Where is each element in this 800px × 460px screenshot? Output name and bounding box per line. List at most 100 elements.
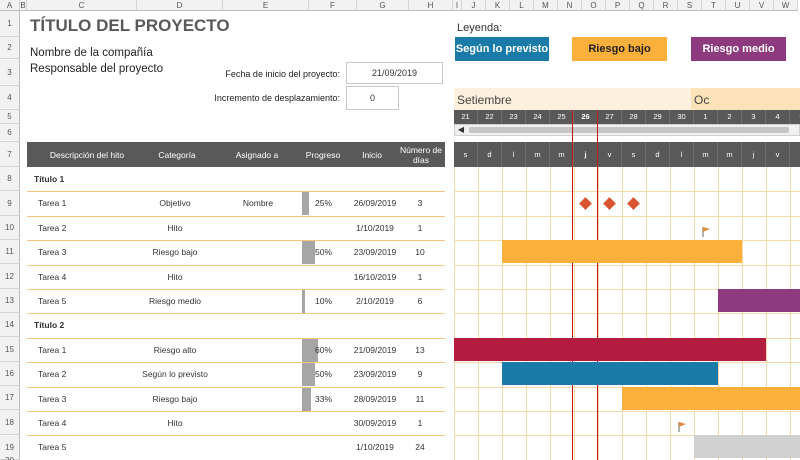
row-header-18[interactable]: 18: [0, 410, 20, 435]
task-progress[interactable]: 33%: [315, 393, 333, 404]
column-header-s[interactable]: S: [678, 0, 702, 11]
task-days[interactable]: 1: [417, 271, 423, 282]
task-category[interactable]: Objetivo: [159, 198, 191, 209]
task-category[interactable]: Riesgo medio: [149, 296, 201, 306]
gantt-bar-unassigned[interactable]: [694, 435, 800, 459]
legend-low-risk[interactable]: Riesgo bajo: [572, 37, 667, 61]
column-header-m[interactable]: M: [534, 0, 558, 11]
row-header-4[interactable]: 4: [0, 86, 20, 110]
row-header-13[interactable]: 13: [0, 289, 20, 313]
column-header-d[interactable]: D: [137, 0, 223, 11]
gantt-bar-low-risk[interactable]: [622, 386, 800, 410]
gantt-bar-on-track[interactable]: [502, 362, 718, 386]
task-category[interactable]: Riesgo bajo: [152, 393, 198, 404]
project-manager[interactable]: Responsable del proyecto: [30, 63, 163, 75]
column-header-u[interactable]: U: [726, 0, 750, 11]
row-header-17[interactable]: 17: [0, 386, 20, 410]
gantt-bar-low-risk[interactable]: [502, 240, 742, 264]
task-days[interactable]: 11: [415, 393, 425, 404]
column-header-r[interactable]: R: [654, 0, 678, 11]
column-header-t[interactable]: T: [702, 0, 726, 11]
row-header-11[interactable]: 11: [0, 240, 20, 264]
column-header-q[interactable]: Q: [630, 0, 654, 11]
task-start[interactable]: 1/10/2019: [356, 222, 394, 233]
row-header-16[interactable]: 16: [0, 362, 20, 386]
task-start[interactable]: 23/09/2019: [353, 369, 397, 380]
project-title[interactable]: TÍTULO DEL PROYECTO: [30, 16, 230, 35]
task-days[interactable]: 10: [415, 247, 425, 258]
column-header-w[interactable]: W: [774, 0, 798, 11]
row-header-7[interactable]: 7: [0, 142, 20, 167]
task-description[interactable]: Tarea 3: [38, 247, 67, 258]
column-header-k[interactable]: K: [486, 0, 510, 11]
task-description[interactable]: Tarea 1: [38, 344, 67, 355]
task-start[interactable]: 26/09/2019: [353, 198, 397, 209]
row-header-8[interactable]: 8: [0, 167, 20, 191]
milestone-diamond[interactable]: [603, 197, 616, 211]
task-start[interactable]: 30/09/2019: [353, 418, 397, 428]
legend-on-track[interactable]: Según lo previsto: [455, 37, 549, 61]
task-start[interactable]: 2/10/2019: [356, 296, 394, 306]
task-days[interactable]: 9: [417, 369, 423, 380]
milestone-flag-icon[interactable]: [702, 224, 711, 237]
row-header-12[interactable]: 12: [0, 264, 20, 289]
task-start[interactable]: 16/10/2019: [353, 271, 397, 282]
company-name[interactable]: Nombre de la compañía: [30, 47, 153, 59]
column-header-i[interactable]: I: [453, 0, 462, 11]
row-header-15[interactable]: 15: [0, 337, 20, 362]
task-days[interactable]: 3: [417, 198, 423, 209]
milestone-diamond[interactable]: [579, 197, 592, 211]
task-description[interactable]: Tarea 2: [38, 222, 67, 233]
row-header-6[interactable]: 6: [0, 124, 20, 142]
task-category[interactable]: Según lo previsto: [142, 369, 208, 380]
timeline-scrollbar[interactable]: ◀: [454, 124, 800, 136]
task-description[interactable]: Tarea 5: [38, 296, 67, 306]
task-start[interactable]: 28/09/2019: [353, 393, 397, 404]
column-header-c[interactable]: C: [27, 0, 137, 11]
task-progress[interactable]: 50%: [315, 247, 333, 258]
row-header-10[interactable]: 10: [0, 216, 20, 240]
task-start[interactable]: 21/09/2019: [353, 344, 397, 355]
row-header-14[interactable]: 14: [0, 313, 20, 337]
task-days[interactable]: 1: [417, 418, 423, 428]
task-progress[interactable]: 25%: [315, 198, 333, 209]
task-progress[interactable]: 60%: [315, 344, 333, 355]
row-header-9[interactable]: 9: [0, 191, 20, 216]
gantt-bar-high-risk[interactable]: [454, 337, 766, 361]
column-header-p[interactable]: P: [606, 0, 630, 11]
column-header-n[interactable]: N: [558, 0, 582, 11]
scroll-thumb[interactable]: [469, 127, 789, 133]
column-header-g[interactable]: G: [357, 0, 409, 11]
column-header-o[interactable]: O: [582, 0, 606, 11]
task-days[interactable]: 13: [415, 344, 425, 355]
scroll-left-icon[interactable]: ◀: [457, 125, 465, 134]
task-description[interactable]: Tarea 4: [38, 418, 67, 428]
milestone-diamond[interactable]: [627, 197, 640, 211]
legend-medium-risk[interactable]: Riesgo medio: [691, 37, 786, 61]
task-progress[interactable]: 50%: [315, 369, 333, 380]
start-date-field[interactable]: 21/09/2019: [346, 62, 443, 84]
task-days[interactable]: 1: [417, 222, 423, 233]
task-category[interactable]: Hito: [167, 418, 183, 428]
column-header-j[interactable]: J: [462, 0, 486, 11]
gantt-bar-medium-risk[interactable]: [718, 289, 800, 312]
task-category[interactable]: Riesgo bajo: [152, 247, 198, 258]
task-progress[interactable]: 10%: [315, 296, 333, 306]
column-header-h[interactable]: H: [409, 0, 453, 11]
row-header-3[interactable]: 3: [0, 59, 20, 86]
task-start[interactable]: 23/09/2019: [353, 247, 397, 258]
milestone-flag-icon[interactable]: [678, 419, 687, 432]
column-header-v[interactable]: V: [750, 0, 774, 11]
row-header-1[interactable]: 1: [0, 11, 20, 37]
task-days[interactable]: 24: [415, 442, 425, 453]
group-title[interactable]: Título 2: [34, 320, 65, 331]
task-description[interactable]: Tarea 1: [38, 198, 67, 209]
task-description[interactable]: Tarea 2: [38, 369, 67, 380]
group-title[interactable]: Título 1: [34, 174, 65, 184]
row-header-5[interactable]: 5: [0, 110, 20, 124]
task-category[interactable]: Hito: [167, 222, 183, 233]
row-header-2[interactable]: 2: [0, 37, 20, 59]
increment-field[interactable]: 0: [346, 86, 399, 110]
task-description[interactable]: Tarea 5: [38, 442, 67, 453]
task-category[interactable]: Riesgo alto: [153, 344, 197, 355]
